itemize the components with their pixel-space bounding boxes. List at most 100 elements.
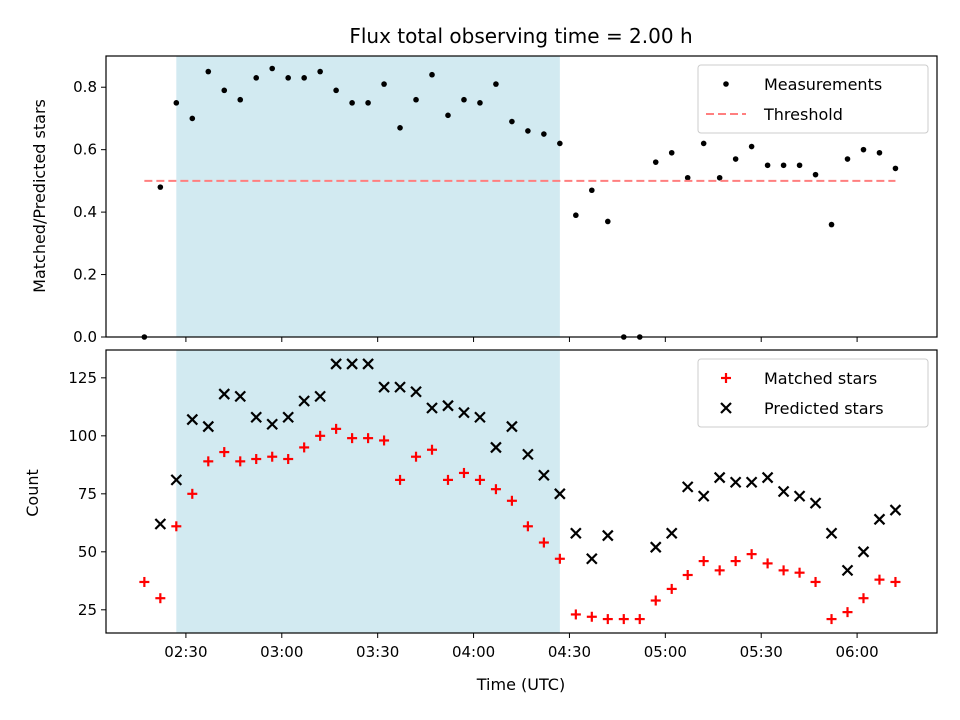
predicted-stars-mark-b bbox=[745, 476, 758, 488]
predicted-stars-mark-b bbox=[538, 469, 550, 482]
predicted-stars-mark-b bbox=[314, 390, 326, 403]
predicted-stars-mark-b bbox=[665, 527, 678, 540]
predicted-stars-point bbox=[314, 390, 326, 403]
predicted-stars-mark-b bbox=[602, 529, 614, 542]
measurement-point bbox=[780, 162, 787, 169]
matched-stars-point bbox=[554, 553, 565, 564]
predicted-stars-mark-b bbox=[889, 504, 902, 516]
predicted-stars-point bbox=[394, 381, 406, 393]
predicted-stars-mark-b bbox=[394, 381, 406, 393]
matched-stars-point bbox=[474, 474, 485, 485]
predicted-stars-mark-b bbox=[825, 527, 838, 540]
measurement-point bbox=[732, 156, 739, 162]
predicted-stars-point bbox=[809, 497, 822, 509]
predicted-stars-point bbox=[410, 385, 422, 398]
predicted-stars-mark-b bbox=[266, 418, 278, 431]
predicted-stars-mark-b bbox=[522, 448, 534, 461]
matched-stars-point bbox=[331, 423, 342, 434]
predicted-stars-point bbox=[170, 474, 183, 486]
matched-stars-point bbox=[347, 433, 358, 444]
y-tick-label: 25 bbox=[78, 601, 97, 619]
measurement-point bbox=[349, 100, 355, 106]
matched-stars-point bbox=[746, 549, 757, 560]
predicted-stars-point bbox=[442, 399, 454, 412]
matched-stars-point bbox=[810, 576, 821, 587]
measurement-point bbox=[796, 162, 803, 169]
measurement-point bbox=[589, 187, 595, 194]
predicted-stars-mark-b bbox=[298, 395, 310, 407]
predicted-stars-point bbox=[538, 469, 550, 482]
x-tick-label: 03:00 bbox=[260, 643, 303, 661]
measurement-point bbox=[700, 140, 707, 147]
matched-stars-point bbox=[139, 576, 150, 587]
predicted-stars-mark-b bbox=[490, 441, 502, 454]
measurement-point bbox=[477, 100, 483, 106]
predicted-stars-mark-b bbox=[857, 546, 870, 558]
predicted-stars-mark-b bbox=[570, 527, 582, 540]
x-tick-label: 03:30 bbox=[356, 643, 399, 661]
matched-stars-point bbox=[379, 435, 390, 446]
bottom-y-axis-label: Count bbox=[23, 469, 42, 517]
matched-stars-point bbox=[730, 556, 741, 567]
predicted-stars-mark-b bbox=[506, 420, 518, 433]
predicted-stars-point bbox=[218, 388, 231, 400]
measurement-point bbox=[381, 81, 387, 87]
predicted-stars-mark-b bbox=[873, 513, 886, 526]
matched-stars-point bbox=[267, 451, 278, 462]
matched-stars-point bbox=[522, 521, 533, 532]
legend-label: Predicted stars bbox=[764, 399, 884, 418]
matched-stars-point bbox=[586, 611, 597, 622]
x-tick-label: 04:00 bbox=[452, 643, 495, 661]
matched-stars-point bbox=[155, 593, 166, 604]
measurement-point bbox=[828, 221, 835, 228]
predicted-stars-point bbox=[506, 420, 518, 433]
predicted-stars-point bbox=[649, 541, 662, 553]
matched-stars-point bbox=[442, 474, 453, 485]
measurement-point bbox=[413, 96, 419, 103]
x-tick-label: 02:30 bbox=[164, 643, 207, 661]
predicted-stars-point bbox=[570, 527, 582, 540]
predicted-stars-point bbox=[490, 441, 502, 454]
measurement-point bbox=[573, 212, 579, 219]
predicted-stars-point bbox=[825, 527, 838, 540]
measurement-point bbox=[716, 174, 723, 181]
matched-stars-point bbox=[794, 567, 805, 578]
predicted-stars-point bbox=[602, 529, 614, 542]
measurement-point bbox=[253, 75, 260, 81]
y-tick-label: 125 bbox=[68, 369, 97, 387]
measurement-point bbox=[876, 149, 883, 156]
predicted-stars-point bbox=[202, 420, 215, 433]
top-y-axis-label: Matched/Predicted stars bbox=[30, 99, 49, 293]
shaded-observing-window bbox=[176, 350, 560, 633]
predicted-stars-mark-b bbox=[729, 476, 742, 488]
measurement-point bbox=[189, 115, 196, 122]
measurement-point bbox=[269, 65, 276, 72]
matched-stars-point bbox=[698, 556, 709, 567]
predicted-stars-point bbox=[729, 476, 742, 488]
predicted-stars-point bbox=[841, 564, 854, 577]
matched-stars-point bbox=[363, 433, 374, 444]
predicted-stars-mark-b bbox=[713, 471, 726, 484]
matched-stars-point bbox=[826, 614, 837, 625]
matched-stars-point bbox=[427, 444, 438, 455]
predicted-stars-mark-b bbox=[793, 490, 806, 502]
measurement-point bbox=[365, 100, 371, 106]
predicted-stars-point bbox=[266, 418, 278, 431]
predicted-stars-point bbox=[681, 481, 694, 493]
matched-stars-point bbox=[842, 607, 853, 618]
matched-stars-point bbox=[890, 576, 901, 587]
predicted-stars-point bbox=[474, 411, 486, 424]
axes-frame bbox=[105, 349, 938, 634]
matched-stars-point bbox=[874, 574, 885, 585]
measurement-point bbox=[285, 75, 291, 81]
predicted-stars-mark-b bbox=[761, 471, 774, 484]
predicted-stars-point bbox=[362, 358, 374, 370]
predicted-stars-mark-b bbox=[458, 406, 470, 419]
measurement-point bbox=[205, 68, 212, 75]
matched-stars-point bbox=[315, 430, 326, 441]
predicted-stars-point bbox=[378, 381, 390, 393]
measurement-point bbox=[509, 118, 515, 125]
predicted-stars-mark-b bbox=[681, 481, 694, 493]
predicted-stars-point bbox=[346, 358, 358, 370]
